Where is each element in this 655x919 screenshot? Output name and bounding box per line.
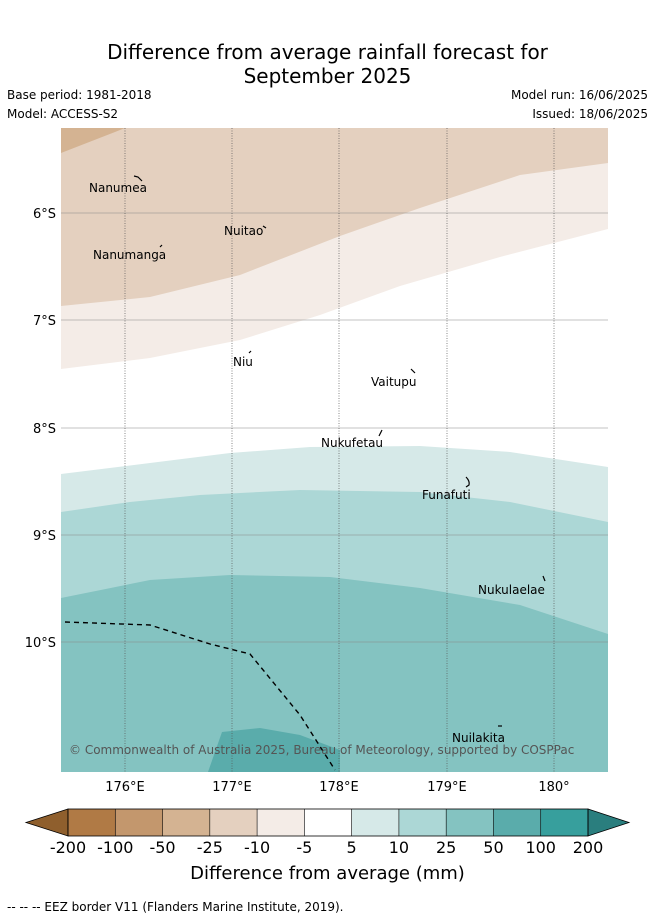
place-label: Nukulaelae	[478, 583, 545, 597]
base-period: Base period: 1981-2018	[7, 88, 152, 102]
zone-minus-25	[61, 128, 125, 153]
colorbar	[24, 808, 631, 837]
colorbar-segment	[115, 809, 163, 836]
colorbar-tick-label: 200	[572, 838, 604, 857]
place-label: Nuilakita	[452, 731, 505, 745]
colorbar-tick-label: 5	[346, 838, 357, 857]
island-nuitao	[262, 225, 267, 229]
island-nukulaelae	[542, 575, 546, 582]
colorbar-tick-label: -5	[296, 838, 313, 857]
lon-label: 176°E	[105, 780, 145, 795]
copyright-notice: © Commonwealth of Australia 2025, Bureau…	[69, 743, 574, 757]
colorbar-segment	[68, 809, 116, 836]
title-line-1: Difference from average rainfall forecas…	[107, 40, 548, 64]
model-name: Model: ACCESS-S2	[7, 107, 119, 121]
island-niu	[248, 350, 252, 354]
colorbar-segment	[493, 809, 541, 836]
place-label: Nanumea	[89, 181, 147, 195]
lon-axis: 176°E 177°E 178°E 179°E 180°	[105, 780, 569, 795]
lat-label: 10°S	[25, 636, 56, 651]
island-vaitupu	[410, 368, 416, 374]
lon-label: 178°E	[319, 780, 359, 795]
colorbar-tick-label: 100	[525, 838, 556, 857]
lat-label: 7°S	[33, 314, 56, 329]
lon-label: 177°E	[212, 780, 252, 795]
colorbar-tick-label: 25	[435, 838, 457, 857]
island-funafuti	[465, 476, 470, 488]
map-fill: Nanumea Nuitao Nanumanga Niu Vaitupu Nuk…	[61, 128, 608, 772]
colorbar-tick-label: -25	[196, 838, 223, 857]
colorbar-segment	[209, 809, 258, 836]
title-line-2: September 2025	[243, 64, 412, 88]
colorbar-segment	[398, 809, 447, 836]
footer-note: -- -- -- EEZ border V11 (Flanders Marine…	[7, 900, 344, 914]
place-labels: Nanumea Nuitao Nanumanga Niu Vaitupu Nuk…	[89, 181, 545, 745]
lat-label: 6°S	[33, 207, 56, 222]
colorbar-extend-low	[24, 808, 69, 837]
island-nanumanga	[159, 244, 163, 248]
place-label: Nukufetau	[321, 436, 383, 450]
lon-label: 179°E	[427, 780, 467, 795]
colorbar-tick-label: -10	[244, 838, 271, 857]
model-run: Model run: 16/06/2025	[510, 88, 648, 102]
island-nanumea	[133, 175, 143, 182]
colorbar-tick-label: -200	[49, 838, 87, 857]
colorbar-segment	[540, 809, 588, 836]
zone-minus-10	[61, 128, 608, 306]
issued-date: Issued: 18/06/2025	[532, 107, 648, 121]
colorbar-title: Difference from average (mm)	[190, 863, 465, 884]
place-label: Niu	[233, 355, 253, 369]
colorbar-tick-label: -50	[149, 838, 176, 857]
colorbar-segment	[257, 809, 305, 836]
colorbar-extend-high	[587, 808, 631, 837]
colorbar-segment	[162, 809, 210, 836]
colorbar-tick-label: -100	[97, 838, 134, 857]
colorbar-outline	[67, 808, 589, 837]
lon-label: 180°	[538, 780, 569, 795]
colorbar-segment	[304, 809, 352, 836]
place-label: Nanumanga	[93, 248, 166, 262]
place-label: Vaitupu	[371, 375, 417, 389]
lat-label: 8°S	[33, 422, 56, 437]
colorbar-tick-label: 10	[388, 838, 410, 857]
colorbar-tick-label: 50	[483, 838, 504, 857]
zone-50-100	[208, 728, 340, 772]
page-title: Difference from average rainfall forecas…	[0, 40, 655, 88]
island-nukufetau	[378, 429, 383, 437]
colorbar-segment	[446, 809, 494, 836]
lat-axis: 6°S 7°S 8°S 9°S 10°S	[25, 207, 56, 651]
colorbar-segment	[351, 809, 399, 836]
lat-label: 9°S	[33, 529, 56, 544]
place-label: Funafuti	[422, 488, 471, 502]
place-label: Nuitao	[224, 224, 263, 238]
